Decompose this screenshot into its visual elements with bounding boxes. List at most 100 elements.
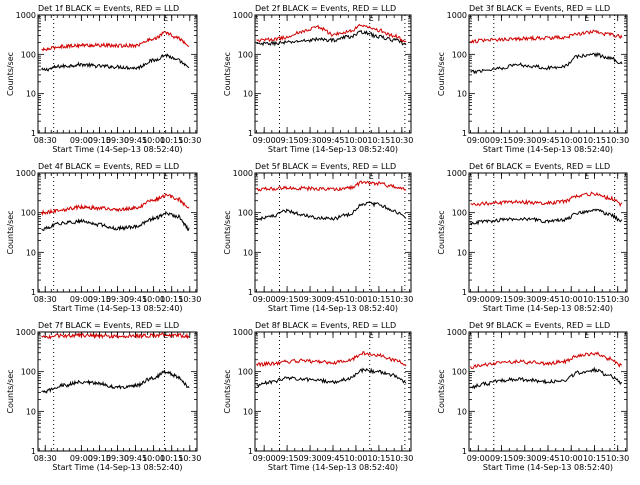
x-tick-label: 10:15: [367, 454, 390, 463]
x-tick-label: 09:30: [299, 454, 322, 463]
y-tick-label: 1: [462, 129, 467, 138]
series-events-line: [41, 53, 190, 72]
x-tick-label: 10:30: [390, 295, 413, 304]
y-axis-label: Counts/sec: [437, 369, 446, 413]
x-axis-label: Start Time (14-Sep-13 08:52:40): [52, 304, 182, 313]
event-marker: E: [584, 172, 589, 181]
y-axis-label: Counts/sec: [223, 369, 232, 413]
x-tick-label: 10:00: [142, 136, 165, 145]
x-tick-label: 08:30: [34, 136, 57, 145]
x-tick-label: 09:00: [253, 136, 276, 145]
y-tick-label: 1000: [16, 11, 36, 20]
plot-frame: [37, 14, 198, 134]
panel-title: Det 9f BLACK = Events, RED = LLD: [469, 321, 610, 330]
x-tick-label: 10:30: [390, 454, 413, 463]
detector-panel-3: Det 3f BLACK = Events, RED = LLD 1 10 100 10…: [437, 4, 629, 154]
plot-frame: [37, 172, 198, 293]
y-axis-label: Counts/sec: [437, 52, 446, 96]
x-tick-label: 09:15: [490, 136, 513, 145]
x-axis-label: Start Time (14-Sep-13 08:52:40): [52, 463, 182, 472]
x-tick-label: 09:15: [490, 454, 513, 463]
y-axis-label: Counts/sec: [437, 210, 446, 254]
x-tick-label: 10:00: [344, 295, 367, 304]
series-lld-line: [41, 332, 190, 340]
x-tick-label: 09:00: [70, 136, 93, 145]
y-tick-label: 10: [26, 90, 36, 99]
x-tick-label: 09:15: [88, 454, 111, 463]
x-tick-label: 10:00: [142, 454, 165, 463]
series-events-line: [41, 369, 190, 394]
event-marker: E: [584, 14, 589, 23]
x-tick-label: 09:00: [253, 295, 276, 304]
y-tick-label: 1000: [447, 169, 467, 178]
y-tick-label: 100: [238, 209, 253, 218]
x-tick-label: 09:00: [467, 454, 490, 463]
plot-frame: [37, 331, 198, 452]
x-tick-label: 09:00: [467, 295, 490, 304]
y-tick-label: 1: [248, 288, 253, 297]
panel-title: Det 5f BLACK = Events, RED = LLD: [255, 162, 396, 171]
x-tick-label: 09:45: [321, 295, 344, 304]
y-axis-label: Counts/sec: [6, 52, 15, 96]
plot-frame: [468, 331, 628, 452]
x-tick-label: 10:30: [606, 454, 629, 463]
event-marker: E: [584, 331, 589, 340]
y-tick-label: 10: [457, 248, 467, 257]
x-tick-label: 09:30: [513, 295, 536, 304]
x-tick-label: 09:45: [321, 136, 344, 145]
series-events-line: [41, 210, 190, 232]
series-lld-line: [41, 31, 190, 52]
plot-frame: [468, 14, 628, 134]
x-tick-label: 10:30: [606, 295, 629, 304]
detector-panel-5: Det 5f BLACK = Events, RED = LLD 1 10 100 10…: [223, 162, 413, 313]
x-tick-label: 09:45: [124, 136, 147, 145]
x-tick-label: 09:45: [536, 454, 559, 463]
y-tick-label: 1: [31, 288, 36, 297]
y-tick-label: 100: [452, 209, 467, 218]
series-events-line: [256, 201, 407, 222]
x-tick-label: 10:00: [142, 295, 165, 304]
panel-title: Det 3f BLACK = Events, RED = LLD: [469, 4, 610, 13]
x-tick-label: 08:30: [34, 295, 57, 304]
y-tick-label: 1000: [447, 328, 467, 337]
y-tick-label: 1000: [447, 11, 467, 20]
y-tick-label: 1: [462, 288, 467, 297]
x-tick-label: 10:15: [160, 295, 183, 304]
y-tick-label: 1: [462, 447, 467, 456]
detector-panel-7: Det 7f BLACK = Events, RED = LLD 1 10 100 10…: [6, 321, 201, 472]
x-tick-label: 09:30: [513, 454, 536, 463]
x-tick-label: 09:15: [88, 136, 111, 145]
series-events-line: [470, 208, 623, 226]
x-tick-label: 10:00: [344, 454, 367, 463]
y-tick-label: 1: [31, 447, 36, 456]
x-axis-label: Start Time (14-Sep-13 08:52:40): [483, 145, 613, 154]
y-tick-label: 1: [31, 129, 36, 138]
x-tick-label: 09:45: [124, 295, 147, 304]
x-tick-label: 09:30: [106, 295, 129, 304]
y-tick-label: 100: [21, 50, 36, 59]
y-axis-label: Counts/sec: [223, 210, 232, 254]
y-tick-label: 1000: [233, 169, 253, 178]
y-tick-label: 1: [248, 447, 253, 456]
x-tick-label: 08:30: [34, 454, 57, 463]
y-tick-label: 100: [452, 368, 467, 377]
x-tick-label: 09:45: [536, 295, 559, 304]
x-tick-label: 09:00: [467, 136, 490, 145]
x-tick-label: 09:15: [276, 136, 299, 145]
y-tick-label: 10: [457, 407, 467, 416]
panel-title: Det 1f BLACK = Events, RED = LLD: [38, 4, 179, 13]
plot-frame: [468, 172, 628, 293]
panel-title: Det 8f BLACK = Events, RED = LLD: [255, 321, 396, 330]
y-tick-label: 10: [26, 407, 36, 416]
y-tick-label: 100: [21, 209, 36, 218]
x-axis-label: Start Time (14-Sep-13 08:52:40): [483, 304, 613, 313]
detector-panel-1: Det 1f BLACK = Events, RED = LLD 1 10 100 10…: [6, 4, 201, 154]
series-lld-line: [41, 193, 190, 217]
x-tick-label: 10:15: [583, 136, 606, 145]
x-tick-label: 10:30: [390, 136, 413, 145]
y-tick-label: 1000: [233, 11, 253, 20]
y-tick-label: 10: [26, 248, 36, 257]
event-marker: E: [369, 172, 374, 181]
x-tick-label: 10:00: [560, 295, 583, 304]
